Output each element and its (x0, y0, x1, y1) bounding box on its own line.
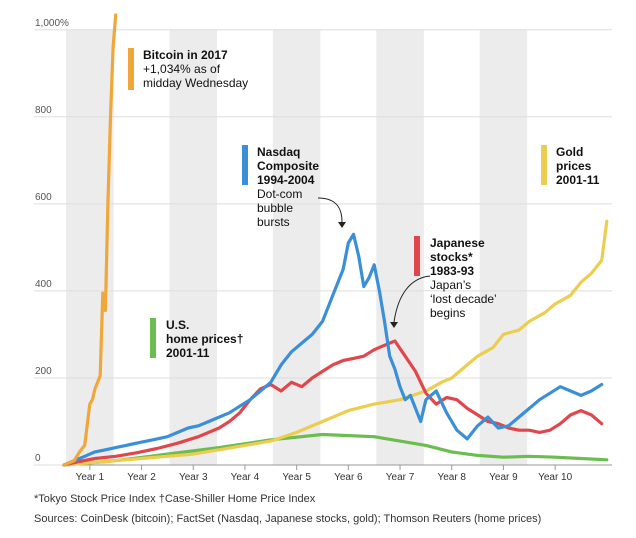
gridlines (34, 29, 612, 466)
label-title-japan: Japanese (430, 236, 485, 250)
x-tick-label: Year 1 (76, 472, 105, 483)
y-tick-label: 800 (35, 105, 52, 116)
x-tick-labels: Year 1 Year 2 Year 3 Year 4 Year 5 Year 6 Year… (76, 465, 573, 483)
label-title-bitcoin: Bitcoin in 2017 (143, 48, 228, 62)
y-tick-label: 200 (35, 366, 52, 377)
label-title-nasdaq: 1994-2004 (257, 173, 315, 187)
y-tick-labels: 0 200 400 600 800 1,000% (35, 18, 69, 464)
x-tick-label: Year 8 (437, 472, 466, 483)
label-title-home: home prices† (166, 332, 243, 346)
year-band (479, 30, 528, 465)
year-bands (66, 30, 528, 465)
label-text-japan: ‘lost decade’ (430, 292, 497, 306)
line-home (62, 432, 609, 467)
label-text-nasdaq: bubble (257, 201, 293, 215)
label-text-nasdaq: bursts (257, 215, 290, 229)
year-band (272, 30, 321, 465)
footnote-sources: Sources: CoinDesk (bitcoin); FactSet (Na… (34, 513, 542, 525)
label-bar-nasdaq (242, 145, 248, 185)
y-tick-label: 600 (35, 192, 52, 203)
y-tick-label: 1,000% (35, 18, 69, 29)
label-title-japan: 1983-93 (430, 264, 474, 278)
line-japan (62, 339, 604, 467)
label-title-nasdaq: Composite (257, 159, 319, 173)
label-title-nasdaq: Nasdaq (257, 145, 300, 159)
label-bar-gold (541, 145, 547, 185)
arrow-dotcom-head (338, 222, 346, 228)
x-tick-label: Year 7 (386, 472, 415, 483)
label-text-nasdaq: Dot-com (257, 187, 302, 201)
label-title-gold: prices (556, 159, 592, 173)
x-tick-label: Year 4 (231, 472, 260, 483)
arrow-lost-decade (393, 275, 431, 323)
x-tick-label: Year 3 (179, 472, 208, 483)
arrow-lost-decade-head (390, 322, 398, 328)
x-tick-label: Year 10 (538, 472, 573, 483)
y-tick-label: 400 (35, 279, 52, 290)
label-bar-japan (414, 236, 420, 276)
line-gold (62, 219, 609, 467)
label-text-japan: begins (430, 306, 465, 320)
series-lines (62, 13, 609, 467)
x-tick-label: Year 9 (489, 472, 518, 483)
label-bar-home (150, 318, 156, 358)
footnote-indices: *Tokyo Stock Price Index †Case-Shiller H… (34, 493, 316, 505)
label-title-home: U.S. (166, 318, 189, 332)
label-text-japan: Japan’s (430, 278, 471, 292)
line-nasdaq (62, 232, 604, 467)
annotation-arrows (317, 197, 431, 328)
x-tick-label: Year 6 (334, 472, 363, 483)
label-text-bitcoin: midday Wednesday (143, 76, 248, 90)
label-title-home: 2001-11 (166, 346, 210, 360)
x-tick-label: Year 5 (282, 472, 311, 483)
label-bar-bitcoin (128, 48, 134, 90)
line-bitcoin (62, 13, 118, 467)
label-title-gold: Gold (556, 145, 583, 159)
label-title-gold: 2001-11 (556, 173, 600, 187)
year-band (169, 30, 218, 465)
y-tick-label: 0 (35, 453, 41, 464)
arrow-dotcom (317, 197, 343, 223)
label-title-japan: stocks* (430, 250, 473, 264)
x-tick-label: Year 2 (127, 472, 156, 483)
label-text-bitcoin: +1,034% as of (143, 62, 221, 76)
